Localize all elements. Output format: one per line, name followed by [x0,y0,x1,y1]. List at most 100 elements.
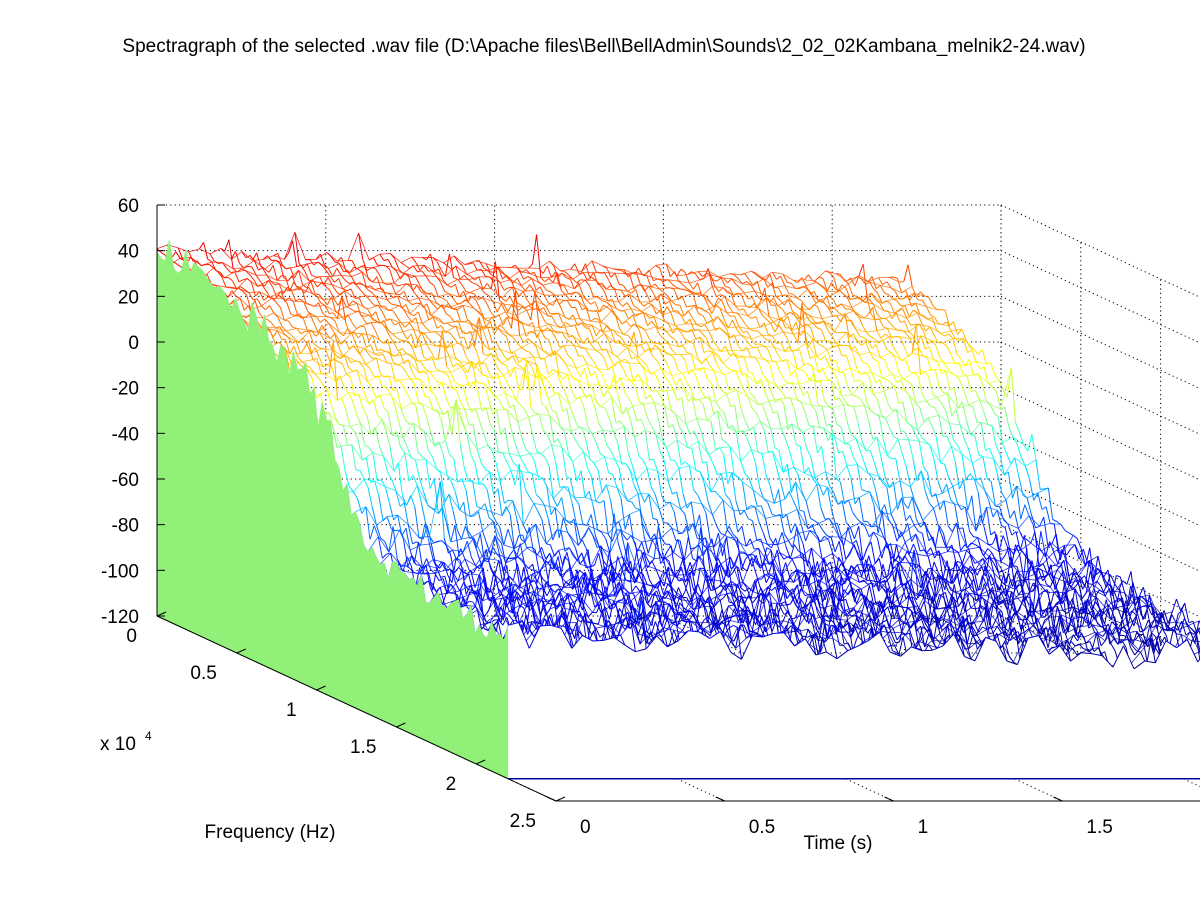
surface-line [540,277,546,283]
surface-line [740,317,746,325]
surface-line [758,595,764,618]
surface-line [820,284,826,289]
surface-line [710,320,716,331]
surface-line [888,566,894,579]
surface-line [792,526,798,548]
surface-line [879,527,885,539]
surface-line [976,605,982,617]
surface-line [855,594,861,605]
surface-line [1041,506,1047,510]
surface-line [725,327,731,338]
surface-line [463,468,469,481]
surface-line [655,309,661,315]
surface-line [983,527,989,545]
surface-line [803,286,809,290]
surface-line [562,408,568,413]
surface-line [660,293,666,305]
surface-line [829,272,835,278]
surface-line [1049,626,1055,630]
surface-line [960,544,966,551]
surface-line [768,560,774,576]
surface-line [480,463,486,470]
surface-line [849,527,855,540]
surface-line [685,423,691,435]
surface-line [712,579,718,596]
surface-line [412,302,417,306]
surface-line [854,568,860,583]
surface-line [558,313,564,324]
surface-line [826,423,831,426]
surface-line [754,357,760,364]
surface-line [750,449,756,464]
surface-line [358,233,364,260]
surface-line [1037,492,1043,510]
surface-line [1132,631,1138,645]
surface-line [952,486,958,503]
surface-line [440,269,446,277]
surface-line [794,369,800,385]
surface-line [654,283,660,290]
surface-line [781,532,787,548]
surface-line [743,308,749,317]
surface-line [1034,531,1040,567]
surface-line [672,424,678,441]
surface-line [868,306,874,315]
surface-line [909,549,915,594]
surface-line [1155,636,1161,656]
surface-line [350,308,355,312]
surface-line [869,282,875,290]
surface-line [866,292,872,300]
surface-line [816,630,822,638]
surface-line [726,592,732,595]
surface-line [686,305,691,308]
surface-line [1087,649,1093,654]
surface-line [828,539,834,554]
surface-line [708,350,713,353]
surface-line [628,514,634,541]
surface-line [917,530,923,534]
surface-line [631,340,637,347]
surface-line [617,396,623,415]
surface-line [640,550,646,566]
surface-line [906,318,912,326]
surface-line [504,311,511,319]
surface-line [777,305,783,310]
surface-line [873,505,879,534]
surface-line [887,455,892,459]
surface-line [476,283,482,289]
surface-line [942,321,948,325]
surface-line [609,304,615,313]
surface-line [819,380,825,401]
surface-line [510,470,516,486]
surface-line [1126,571,1132,585]
surface-line [626,376,632,382]
surface-line [715,401,721,410]
surface-line [624,514,630,530]
surface-line [721,438,727,443]
surface-line [831,359,836,363]
surface-line [734,405,740,433]
surface-line [562,373,568,380]
surface-line [1114,583,1120,591]
surface-line [558,300,564,305]
surface-line [632,315,638,327]
surface-line [875,285,881,289]
chart-title: Spectragraph of the selected .wav file (… [122,36,1085,57]
surface-line [1083,648,1088,651]
surface-line [566,408,572,432]
surface-line [952,338,958,355]
surface-line [538,413,544,431]
surface-line [1049,576,1055,588]
surface-line [593,463,599,471]
surface-line [1041,550,1046,557]
surface-line [636,418,642,422]
surface-line [644,493,650,503]
surface-line [667,279,673,285]
surface-line [703,295,709,305]
surface-line [400,262,406,266]
surface-line [633,304,638,309]
surface-line [502,333,508,338]
surface-line [1146,638,1152,662]
surface-line [588,384,594,390]
surface-line [943,533,949,552]
